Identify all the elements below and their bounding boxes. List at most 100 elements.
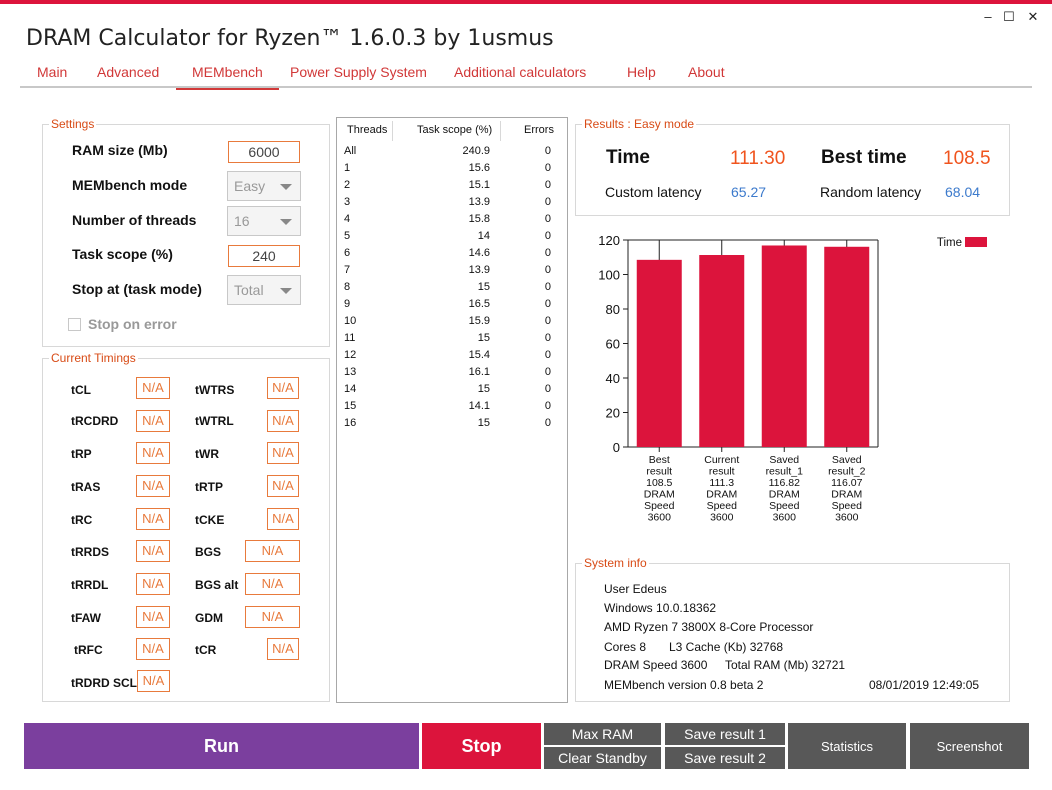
tab-power-supply-system[interactable]: Power Supply System xyxy=(290,64,427,80)
title-accent-line xyxy=(0,0,1052,4)
stop-on-error-label: Stop on error xyxy=(88,316,177,332)
x-tick-label-line: DRAM xyxy=(706,489,737,501)
timings-group-title: Current Timings xyxy=(49,351,138,365)
run-button[interactable]: Run xyxy=(24,723,419,769)
timing-value: N/A xyxy=(136,442,170,464)
threads-select[interactable]: 16 xyxy=(227,206,301,236)
save-result-2-button[interactable]: Save result 2 xyxy=(665,747,785,769)
timing-label: tCR xyxy=(195,643,217,657)
close-button[interactable]: ✕ xyxy=(1027,9,1039,24)
screenshot-button[interactable]: Screenshot xyxy=(910,723,1029,769)
task-scope-value: 15 xyxy=(477,281,490,293)
stop-at-value: Total xyxy=(234,282,264,298)
custom-latency-value: 65.27 xyxy=(731,184,767,200)
membench-mode-select[interactable]: Easy xyxy=(227,171,301,201)
max-ram-button[interactable]: Max RAM xyxy=(544,723,661,745)
thread-id: 1 xyxy=(344,162,351,174)
timing-label: GDM xyxy=(195,611,223,625)
thread-id: 16 xyxy=(344,417,357,429)
timing-value: N/A xyxy=(136,638,170,660)
errors-value: 0 xyxy=(544,213,551,225)
threads-table xyxy=(336,117,568,703)
task-scope-value: 14 xyxy=(477,230,490,242)
thread-id: 2 xyxy=(344,179,351,191)
errors-value: 0 xyxy=(544,145,551,157)
task-scope-value: 15.8 xyxy=(468,213,490,225)
task-scope-value: 13.9 xyxy=(468,264,490,276)
random-latency-label: Random latency xyxy=(820,184,922,200)
x-tick-label-line: 116.82 xyxy=(769,477,800,489)
tab-advanced[interactable]: Advanced xyxy=(97,64,160,80)
tab-main[interactable]: Main xyxy=(37,64,68,80)
timing-value: N/A xyxy=(267,410,299,432)
table-row: 6 14.6 0 xyxy=(344,247,554,264)
table-row: 4 15.8 0 xyxy=(344,213,554,230)
system-info-group: System info xyxy=(575,556,1010,702)
timing-label: BGS xyxy=(195,545,222,559)
errors-value: 0 xyxy=(544,366,551,378)
y-tick-label: 100 xyxy=(598,268,620,283)
timing-label: tRTP xyxy=(195,480,223,494)
errors-value: 0 xyxy=(544,400,551,412)
timing-label: tRFC xyxy=(74,643,103,657)
task-scope-value: 14.1 xyxy=(468,400,490,412)
minimize-button[interactable]: – xyxy=(984,9,992,24)
thread-id: 7 xyxy=(344,264,351,276)
timing-value: N/A xyxy=(136,475,170,497)
timing-label: tCKE xyxy=(195,513,225,527)
timing-label: tRRDL xyxy=(71,578,109,592)
errors-value: 0 xyxy=(544,247,551,259)
maximize-button[interactable]: ☐ xyxy=(1003,9,1015,24)
time-value: 111.30 xyxy=(730,148,786,169)
task-scope-label: Task scope (%) xyxy=(72,246,173,262)
x-tick-label-line: Best xyxy=(649,454,670,466)
main-nav: Main Advanced MEMbench Power Supply Syst… xyxy=(20,58,1032,90)
ram-size-input[interactable]: 6000 xyxy=(228,141,300,163)
timing-label: tCL xyxy=(71,383,91,397)
clear-standby-button[interactable]: Clear Standby xyxy=(544,747,661,769)
y-tick-label: 40 xyxy=(606,371,620,386)
errors-value: 0 xyxy=(544,298,551,310)
x-tick-label-line: 116.07 xyxy=(831,477,862,489)
task-scope-value: 240.9 xyxy=(462,145,490,157)
errors-value: 0 xyxy=(544,179,551,191)
chevron-down-icon xyxy=(280,288,292,294)
thread-id: 4 xyxy=(344,213,351,225)
tab-additional-calculators[interactable]: Additional calculators xyxy=(454,64,587,80)
table-row: 9 16.5 0 xyxy=(344,298,554,315)
errors-value: 0 xyxy=(544,349,551,361)
table-row: 8 15 0 xyxy=(344,281,554,298)
x-tick-label-line: result xyxy=(709,466,735,478)
tab-help[interactable]: Help xyxy=(627,64,656,80)
system-cores: Cores 8 xyxy=(604,640,647,654)
save-result-1-button[interactable]: Save result 1 xyxy=(665,723,785,745)
timing-value: N/A xyxy=(136,540,170,562)
x-tick-label: Best result 108.5 DRAM Speed 3600 xyxy=(644,454,675,524)
statistics-button[interactable]: Statistics xyxy=(788,723,906,769)
x-tick-label-line: 3600 xyxy=(648,512,672,524)
y-tick-label: 0 xyxy=(613,440,620,455)
x-tick-label-line: Saved xyxy=(832,454,862,466)
task-scope-value: 16.5 xyxy=(468,298,490,310)
table-row: 15 14.1 0 xyxy=(344,400,554,417)
system-total-ram: Total RAM (Mb) 32721 xyxy=(725,658,846,672)
stop-button[interactable]: Stop xyxy=(422,723,541,769)
errors-value: 0 xyxy=(544,281,551,293)
stop-on-error-checkbox[interactable] xyxy=(68,318,81,331)
tab-about[interactable]: About xyxy=(688,64,725,80)
membench-mode-value: Easy xyxy=(234,178,266,194)
errors-column-header: Errors xyxy=(524,124,554,136)
stop-at-select[interactable]: Total xyxy=(227,275,301,305)
task-scope-value: 15.1 xyxy=(468,179,490,191)
x-tick-label-line: DRAM xyxy=(831,489,862,501)
timings-group: Current Timings xyxy=(42,351,330,702)
table-row: 2 15.1 0 xyxy=(344,179,554,196)
tab-membench[interactable]: MEMbench xyxy=(176,64,279,90)
y-tick-label: 80 xyxy=(606,302,620,317)
timing-label: tRDRD SCL xyxy=(71,676,137,690)
errors-value: 0 xyxy=(544,332,551,344)
task-scope-input[interactable]: 240 xyxy=(228,245,300,267)
bar xyxy=(699,255,745,447)
thread-id: 11 xyxy=(344,332,356,344)
